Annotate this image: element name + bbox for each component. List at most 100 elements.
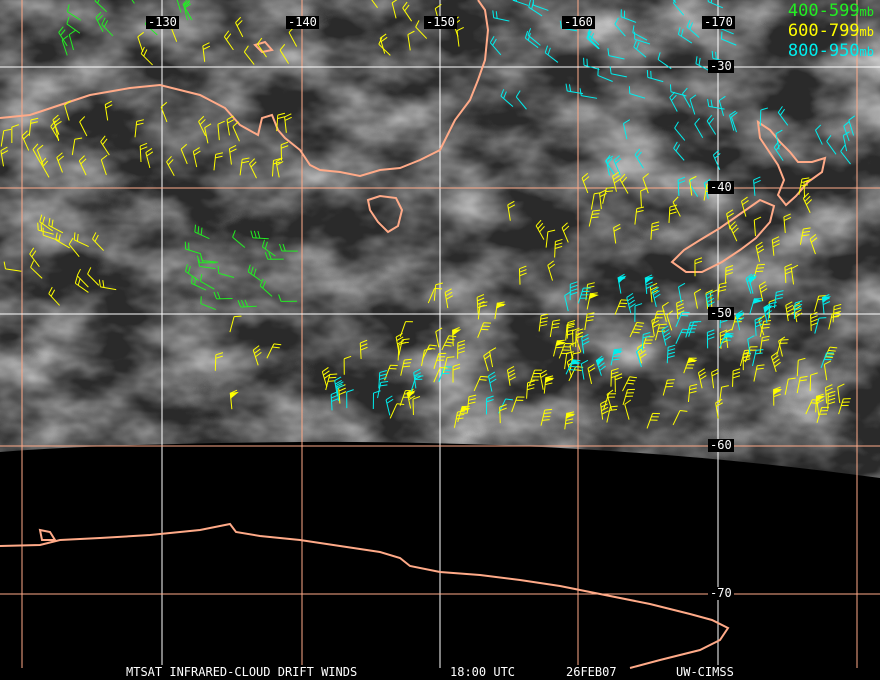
lon-label-130: -130	[146, 15, 179, 29]
wind-barb	[622, 119, 631, 140]
wind-barb	[29, 247, 40, 268]
wind-barb	[184, 264, 199, 281]
wind-barb	[359, 339, 368, 360]
wind-barb	[753, 216, 762, 237]
wind-barb	[492, 10, 510, 22]
wind-barb	[635, 346, 643, 368]
wind-barb	[668, 204, 678, 223]
wind-barb	[68, 30, 76, 51]
wind-barb	[217, 120, 225, 141]
wind-barb	[770, 351, 781, 373]
wind-barb	[689, 175, 697, 196]
wind-barb	[590, 192, 602, 210]
wind-barb	[799, 227, 811, 245]
wind-barb	[778, 336, 786, 357]
wind-barb	[711, 368, 719, 389]
wind-barb	[486, 395, 494, 415]
wind-barb	[785, 301, 795, 322]
wind-barb	[626, 292, 636, 314]
lat-label-40: -40	[708, 180, 734, 194]
wind-barb	[575, 328, 584, 348]
wind-barb	[489, 36, 502, 56]
wind-barb	[435, 327, 443, 348]
wind-barb	[64, 100, 71, 121]
wind-barb	[632, 25, 648, 41]
wind-barb	[612, 171, 621, 192]
wind-barb	[581, 333, 590, 354]
wind-barb	[814, 317, 827, 334]
wind-barb	[226, 115, 235, 136]
wind-barb	[552, 339, 566, 357]
wind-barb	[528, 0, 543, 17]
new-zealand-south	[670, 198, 776, 273]
wind-barb	[642, 173, 649, 194]
wind-barb	[279, 44, 289, 64]
wind-barb	[180, 143, 188, 165]
wind-barb	[32, 143, 42, 164]
wind-barb	[279, 243, 298, 252]
wind-barb	[634, 303, 643, 322]
wind-barb	[840, 144, 851, 165]
coastlines	[0, 0, 827, 669]
wind-barb	[747, 335, 755, 356]
wind-barb	[137, 31, 144, 53]
wind-barb	[66, 16, 81, 34]
legend-unit: mb	[859, 25, 874, 39]
wind-barb	[784, 263, 793, 283]
wind-barb	[400, 358, 412, 376]
wind-barb	[809, 233, 818, 255]
antarctic-inlet	[38, 528, 57, 541]
wind-barb	[78, 155, 87, 176]
wind-barb	[758, 315, 765, 336]
wind-barb	[204, 123, 212, 144]
wind-barb	[433, 352, 447, 369]
wind-barb	[276, 112, 286, 132]
wind-barb	[759, 335, 770, 354]
wind-barb	[278, 294, 298, 302]
wind-barb	[848, 115, 856, 136]
legend-range: 400-599	[787, 1, 860, 21]
wind-barb	[37, 222, 54, 235]
wind-barb	[92, 232, 104, 251]
lat-label-70: -70	[708, 586, 734, 600]
wind-barb	[527, 28, 541, 46]
wind-barb	[730, 112, 738, 133]
wind-barb	[719, 332, 735, 349]
wind-barb	[843, 120, 850, 142]
legend-entry-600-799: 600-799mb	[788, 22, 874, 42]
wind-barb	[526, 380, 535, 399]
wind-barb	[131, 0, 135, 4]
wind-barb	[732, 368, 741, 387]
wind-barb	[624, 399, 632, 420]
wind-barb	[378, 370, 388, 389]
wind-barb	[622, 388, 635, 406]
wind-barb	[473, 375, 489, 392]
wind-barb	[247, 264, 262, 282]
wind-barb	[39, 214, 54, 232]
wind-barb	[558, 342, 573, 359]
wind-barb	[640, 187, 648, 207]
wind-barb	[672, 0, 685, 16]
wind-barb	[712, 149, 721, 170]
wind-barb	[726, 209, 734, 230]
wind-barb	[561, 222, 570, 243]
legend-range: 800-950	[787, 41, 860, 61]
wind-barb	[753, 176, 761, 196]
wind-barb	[565, 359, 582, 375]
wind-barb	[237, 299, 257, 308]
caption-date: 26FEB07	[566, 665, 617, 679]
wind-barb	[261, 239, 276, 257]
wind-barb	[487, 371, 497, 392]
wind-barb	[145, 148, 154, 169]
wind-barb	[139, 142, 148, 163]
wind-barb	[200, 296, 216, 311]
wind-barb	[407, 30, 415, 51]
wind-barb	[669, 91, 678, 112]
wind-barb	[717, 282, 727, 301]
wind-barb	[422, 344, 437, 360]
wind-barb	[796, 375, 808, 394]
wind-barb	[500, 89, 514, 108]
wind-barb	[452, 363, 461, 383]
wind-barb	[3, 261, 22, 272]
wind-barb	[729, 221, 739, 242]
